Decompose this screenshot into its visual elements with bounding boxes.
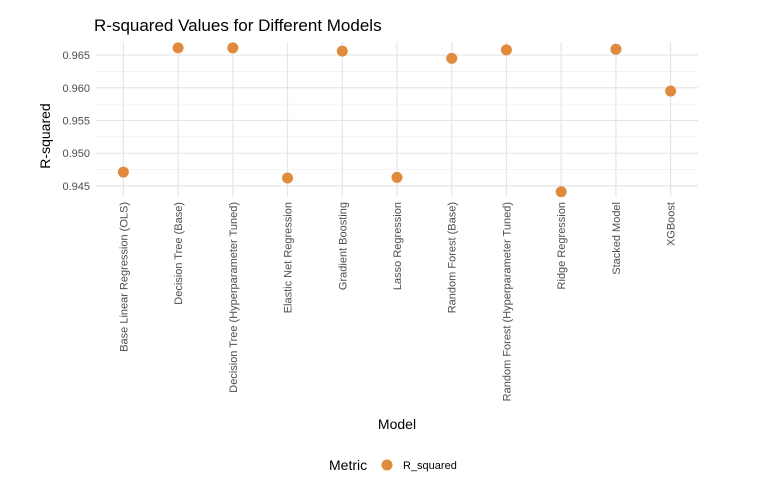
data-point — [555, 186, 567, 198]
x-axis-title: Model — [378, 416, 416, 432]
gridlines — [96, 42, 698, 197]
data-point — [227, 42, 239, 54]
legend-key-r-squared — [381, 459, 393, 471]
chart-title: R-squared Values for Different Models — [94, 16, 382, 35]
data-point — [391, 171, 403, 183]
data-point — [117, 166, 129, 178]
y-tick-label: 0.950 — [62, 148, 90, 160]
y-tick-label: 0.955 — [62, 115, 90, 127]
y-tick-label: 0.965 — [62, 50, 90, 62]
x-tick-label: Gradient Boosting — [337, 202, 349, 290]
data-point — [500, 44, 512, 56]
plot-area — [96, 42, 698, 198]
x-tick-label: Base Linear Regression (OLS) — [118, 202, 130, 352]
data-point — [172, 42, 184, 54]
x-tick-label: Stacked Model — [611, 202, 623, 275]
legend: Metric R_squared — [329, 457, 457, 473]
data-points — [117, 42, 677, 198]
x-tick-label: Decision Tree (Base) — [173, 202, 185, 305]
x-tick-label: Random Forest (Base) — [447, 202, 459, 313]
data-point — [610, 43, 622, 55]
x-tick-label: Lasso Regression — [392, 202, 404, 290]
y-axis-title: R-squared — [37, 103, 53, 168]
data-point — [446, 52, 458, 64]
y-tick-label: 0.960 — [62, 83, 90, 95]
x-axis-ticks: Base Linear Regression (OLS) Decision Tre… — [118, 202, 677, 401]
x-tick-label: Elastic Net Regression — [283, 202, 295, 313]
legend-label-r-squared: R_squared — [403, 460, 457, 472]
x-tick-label: Random Forest (Hyperparameter Tuned) — [501, 202, 513, 401]
legend-title: Metric — [329, 457, 367, 473]
data-point — [282, 172, 294, 184]
data-point — [665, 85, 677, 97]
x-tick-label: Ridge Regression — [556, 202, 568, 289]
y-tick-label: 0.945 — [62, 181, 90, 193]
x-tick-label: XGBoost — [666, 202, 678, 246]
x-tick-label: Decision Tree (Hyperparameter Tuned) — [228, 202, 240, 393]
y-axis-ticks: 0.945 0.950 0.955 0.960 0.965 — [62, 50, 90, 193]
data-point — [336, 45, 348, 57]
